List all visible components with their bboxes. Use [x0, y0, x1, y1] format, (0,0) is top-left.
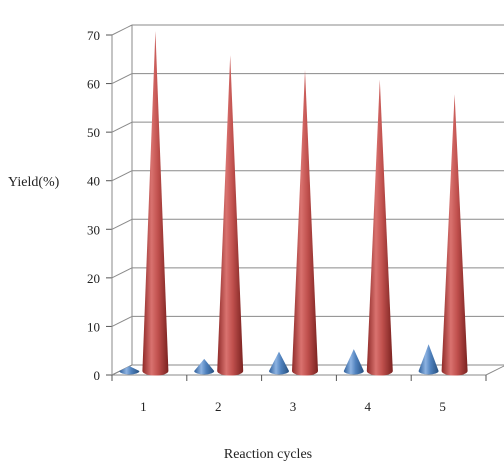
cone-body — [194, 358, 215, 375]
cone-body — [269, 351, 289, 375]
gridline-slant — [111, 218, 133, 230]
gridline-slant — [111, 170, 133, 182]
cone-mark — [217, 55, 244, 376]
x-tick-label: 1 — [140, 399, 147, 414]
cone-body — [366, 79, 393, 376]
cone-body — [418, 344, 439, 375]
y-tick-label: 70 — [87, 28, 100, 43]
gridline-slant — [111, 267, 133, 279]
cone-mark — [119, 366, 140, 375]
y-tick-label: 50 — [87, 125, 100, 140]
cone-body — [217, 55, 244, 376]
x-tick-label: 4 — [365, 399, 372, 414]
cone-mark — [343, 349, 364, 375]
gridline-slant — [111, 315, 133, 327]
y-axis-label: Yield(%) — [8, 175, 60, 190]
cone-mark — [269, 351, 289, 375]
y-tick-label: 10 — [87, 319, 100, 334]
gridline-slant — [111, 73, 133, 85]
y-tick-label: 20 — [87, 271, 100, 286]
y-tick-label: 40 — [87, 174, 100, 189]
cone-body — [119, 366, 140, 375]
cone-mark — [441, 94, 468, 376]
gridline-slant — [111, 121, 133, 133]
tick-labels: 0 10 20 30 40 50 60 70 1 2 3 4 5 — [87, 28, 446, 414]
cone-mark — [366, 79, 393, 376]
cone-mark — [418, 344, 439, 375]
x-tick-label: 5 — [439, 399, 446, 414]
cone-mark — [194, 358, 215, 375]
axes — [106, 25, 487, 381]
y-tick-label: 60 — [87, 77, 100, 92]
x-tick-label: 2 — [215, 399, 222, 414]
cone-body — [142, 31, 169, 376]
x-tick-label: 3 — [290, 399, 297, 414]
cone-body — [292, 69, 318, 376]
gridline-slant — [111, 24, 133, 36]
data-marks — [119, 31, 468, 376]
cone-body — [343, 349, 364, 375]
cone-mark — [292, 69, 318, 376]
cone-body — [441, 94, 468, 376]
y-tick-label: 30 — [87, 222, 100, 237]
x-axis-label: Reaction cycles — [224, 447, 312, 462]
y-tick-label: 0 — [94, 368, 101, 383]
cone-mark — [142, 31, 169, 376]
